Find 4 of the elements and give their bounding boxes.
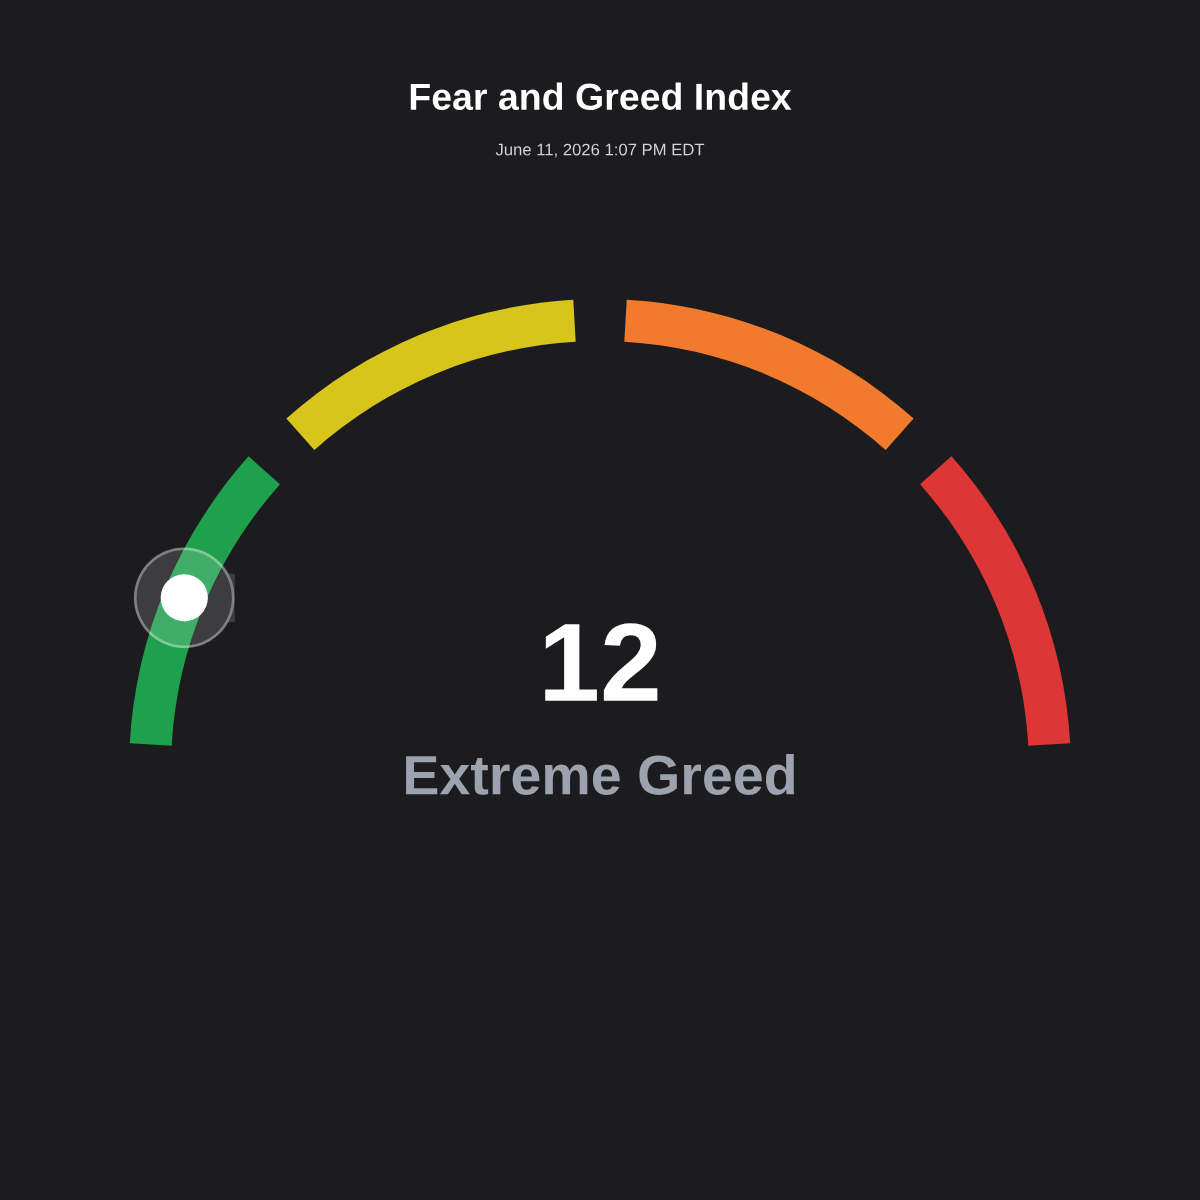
chart-title: Fear and Greed Index	[410, 82, 792, 111]
text: 12	[545, 623, 658, 701]
chart-subtitle: June 11, 2026 1:07 PM EDT	[495, 143, 705, 158]
text: Extreme Greed	[406, 754, 794, 795]
